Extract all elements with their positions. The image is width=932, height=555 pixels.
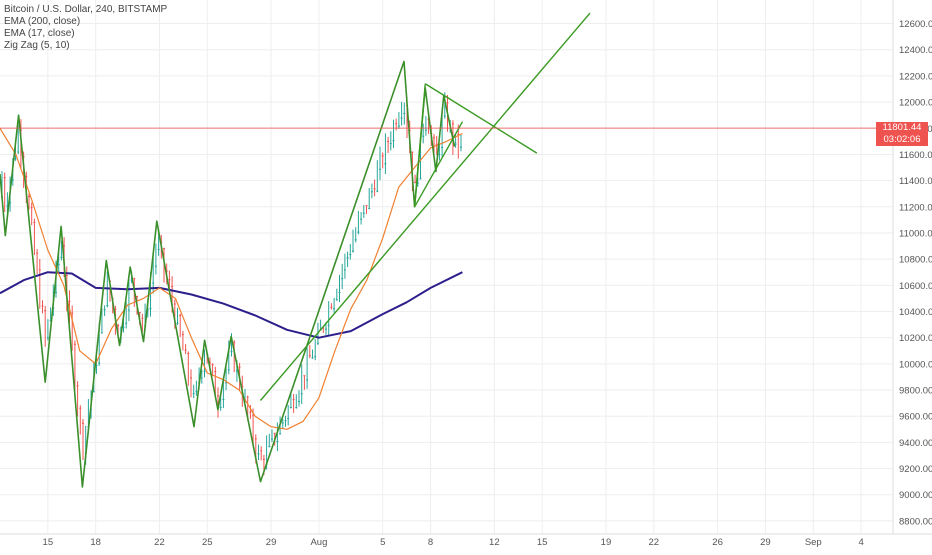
time-tick-label: 12 bbox=[489, 537, 500, 548]
ema17-line bbox=[0, 127, 463, 430]
trendline-triangle-lower[interactable] bbox=[413, 121, 464, 208]
trendline-support[interactable] bbox=[259, 12, 591, 401]
price-tick-label: 10200.00 bbox=[899, 333, 932, 344]
price-tick-label: 11200.00 bbox=[899, 202, 932, 213]
time-tick-label: 5 bbox=[380, 537, 385, 548]
legend-ema200: EMA (200, close) bbox=[4, 16, 81, 27]
price-tick-label: 8800.00 bbox=[899, 516, 932, 527]
price-tick-label: 10400.00 bbox=[899, 307, 932, 318]
time-tick-label: 29 bbox=[760, 537, 771, 548]
trendline-triangle-upper[interactable] bbox=[424, 83, 538, 154]
price-tick-label: 11600.00 bbox=[899, 150, 932, 161]
price-tick-label: 9800.00 bbox=[899, 386, 932, 397]
symbol-title: Bitcoin / U.S. Dollar, 240, BITSTAMP bbox=[4, 4, 168, 15]
indicator-lines bbox=[0, 12, 893, 488]
candlesticks bbox=[1, 92, 462, 476]
price-tick-label: 12000.00 bbox=[899, 98, 932, 109]
time-tick-label: 4 bbox=[858, 537, 863, 548]
time-tick-label: 29 bbox=[266, 537, 277, 548]
time-tick-label: 22 bbox=[154, 537, 165, 548]
price-tick-label: 9000.00 bbox=[899, 490, 932, 501]
time-tick-label: 15 bbox=[537, 537, 548, 548]
legend-zigzag: Zig Zag (5, 10) bbox=[4, 40, 70, 51]
time-tick-label: 26 bbox=[712, 537, 723, 548]
bar-countdown-tag: 03:02:06 bbox=[876, 134, 928, 147]
ema200-line bbox=[0, 271, 463, 339]
price-tick-label: 9200.00 bbox=[899, 464, 932, 475]
price-tick-label: 12200.00 bbox=[899, 71, 932, 82]
price-tick-label: 12400.00 bbox=[899, 45, 932, 56]
price-tick-label: 9400.00 bbox=[899, 438, 932, 449]
last-price-tag: 11801.44 bbox=[876, 122, 928, 135]
grid bbox=[0, 0, 893, 534]
price-tick-label: 11000.00 bbox=[899, 228, 932, 239]
time-tick-label: 22 bbox=[649, 537, 660, 548]
legend-ema17: EMA (17, close) bbox=[4, 28, 75, 39]
price-tick-label: 10600.00 bbox=[899, 281, 932, 292]
time-tick-label: Sep bbox=[805, 537, 822, 548]
time-tick-label: 19 bbox=[601, 537, 612, 548]
time-tick-label: 15 bbox=[43, 537, 54, 548]
price-tick-label: 12600.00 bbox=[899, 19, 932, 30]
price-tick-label: 9600.00 bbox=[899, 412, 932, 423]
trendline-triangle-left[interactable] bbox=[413, 83, 426, 207]
time-tick-label: 8 bbox=[428, 537, 433, 548]
chart-legend: Bitcoin / U.S. Dollar, 240, BITSTAMP EMA… bbox=[4, 4, 167, 52]
price-tick-label: 10000.00 bbox=[899, 359, 932, 370]
price-tick-label: 11400.00 bbox=[899, 176, 932, 187]
time-tick-label: 18 bbox=[90, 537, 101, 548]
time-tick-label: 25 bbox=[202, 537, 213, 548]
time-tick-label: Aug bbox=[310, 537, 327, 548]
price-tick-label: 10800.00 bbox=[899, 255, 932, 266]
